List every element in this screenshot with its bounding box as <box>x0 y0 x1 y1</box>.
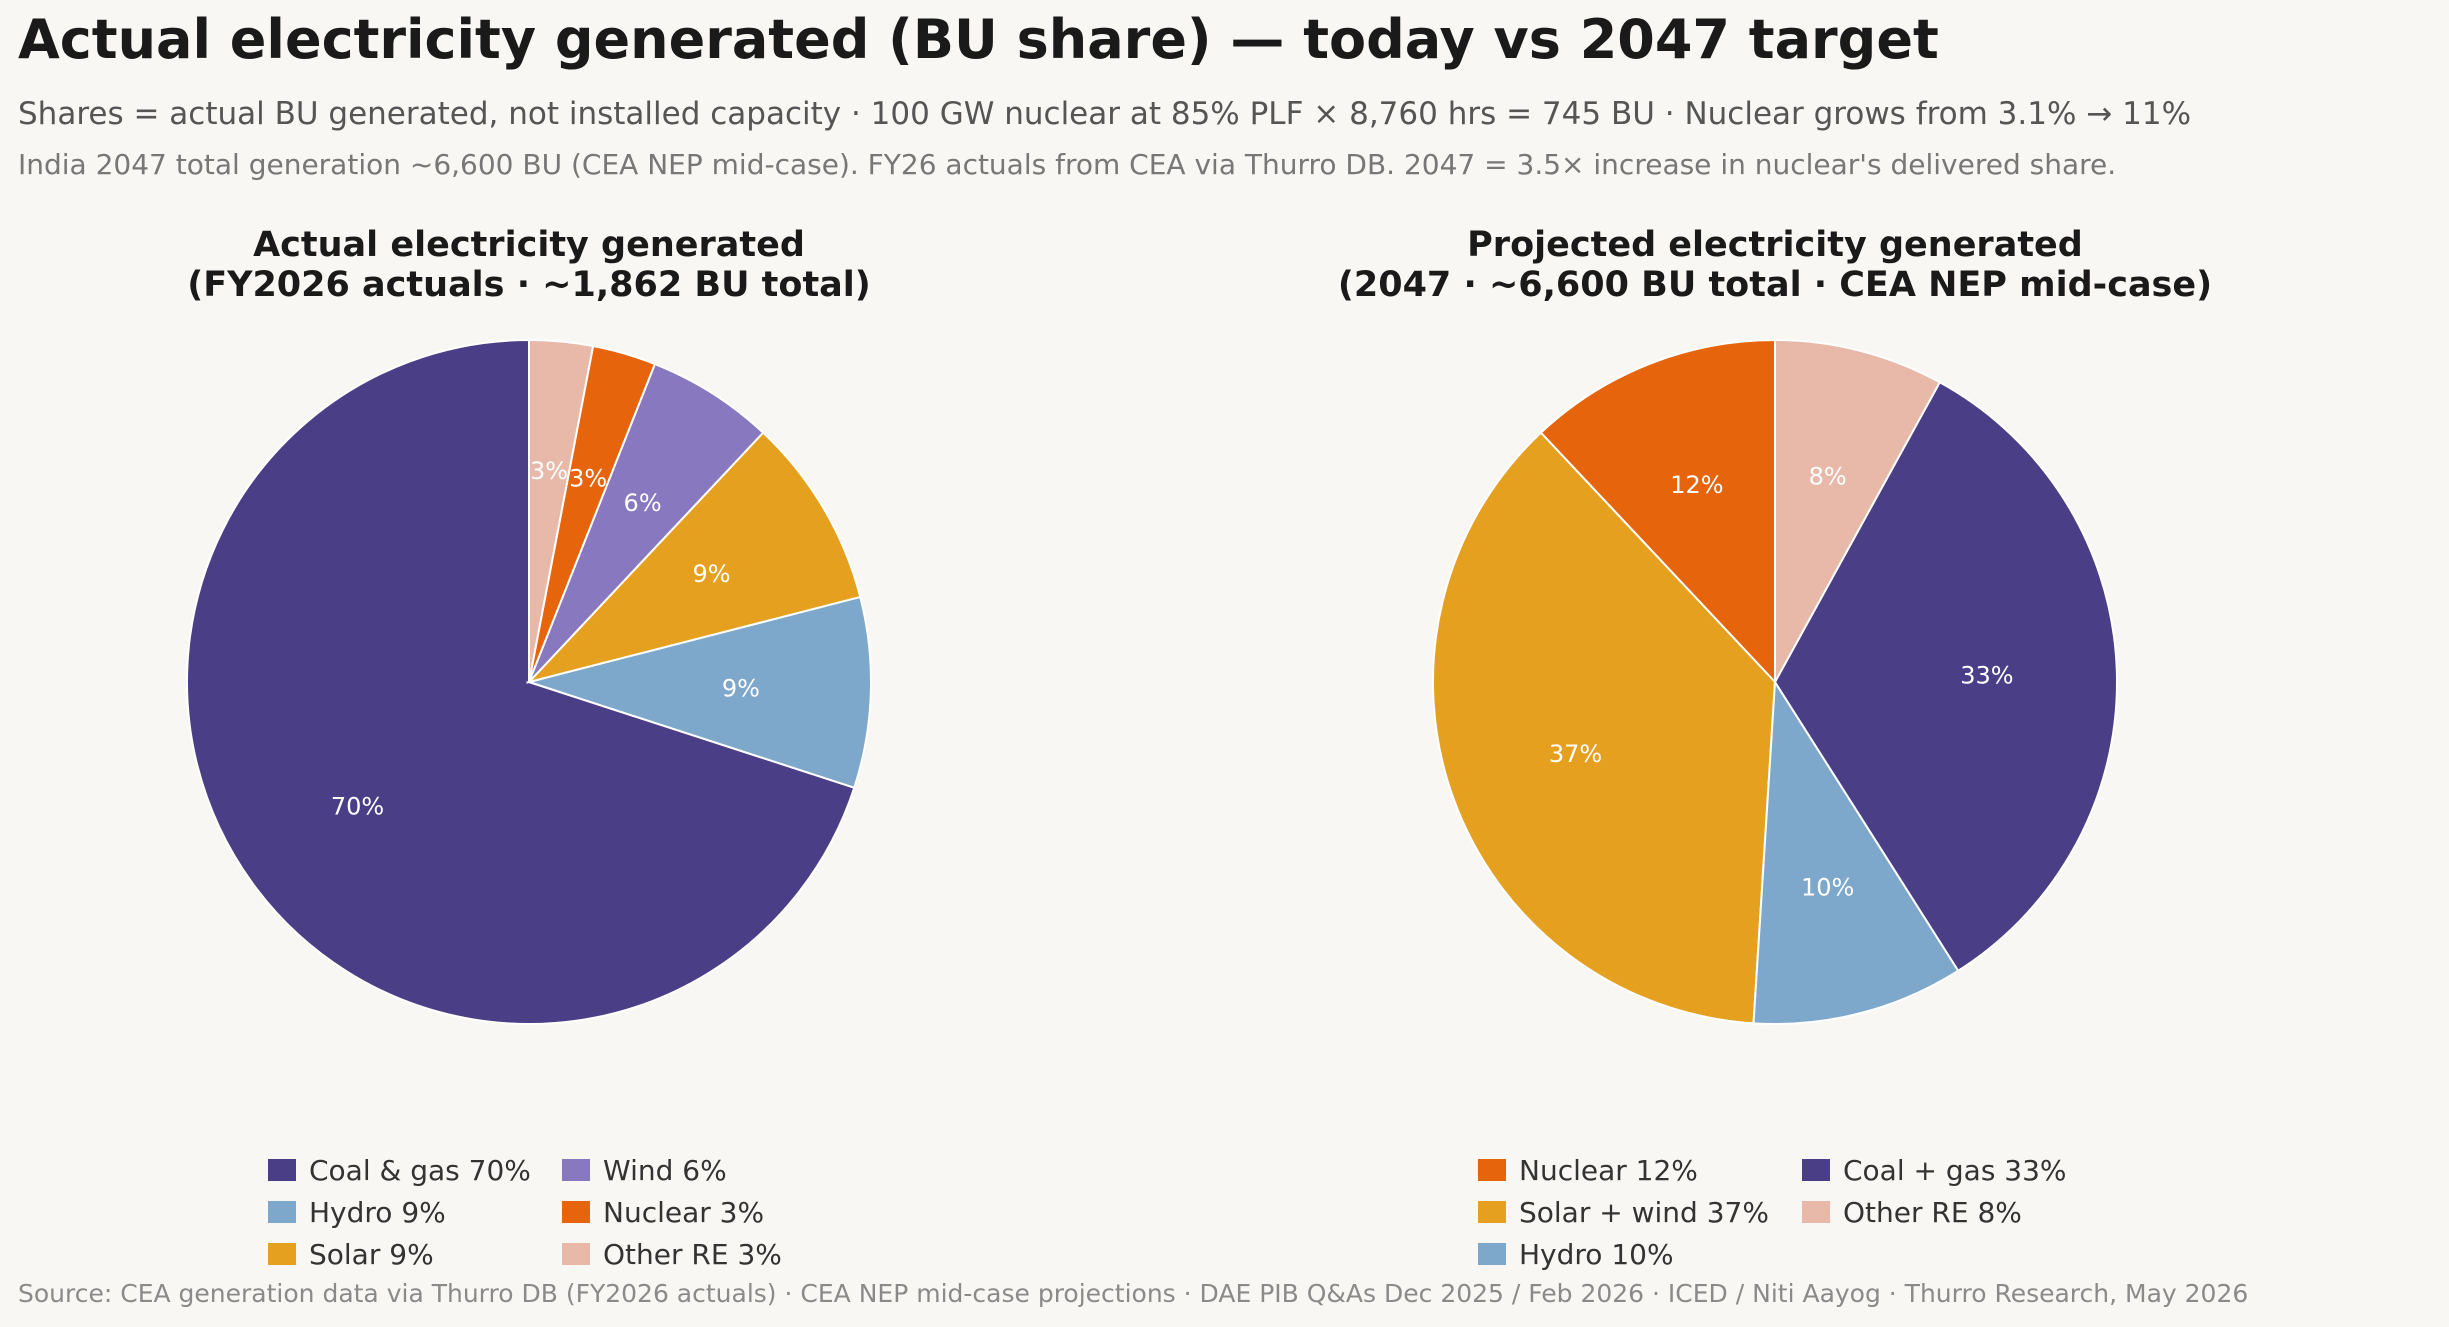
pie-label-hydro: 9% <box>722 675 760 703</box>
legend-swatch-nuclear <box>1478 1159 1506 1181</box>
pie-slice-other-re <box>528 338 595 683</box>
pie-label-coal-gas: 70% <box>331 793 384 821</box>
pie-label-other-re: 3% <box>530 457 568 485</box>
legend-swatch-solar-wind <box>1478 1201 1506 1223</box>
pie-label-wind: 6% <box>624 489 662 517</box>
legend-item-solar-wind: Solar + wind 37% <box>1519 1196 1769 1229</box>
chart-title-line: (2047 · ~6,600 BU total · CEA NEP mid-ca… <box>1338 265 2212 305</box>
source-note: Source: CEA generation data via Thurro D… <box>18 1279 2249 1308</box>
pie-slice-solar <box>525 431 862 684</box>
pie-slice-hydro <box>525 595 872 789</box>
pie-label-hydro: 10% <box>1801 873 1854 901</box>
pie-label-solar: 9% <box>692 560 730 588</box>
pie-label-solar-wind: 37% <box>1549 740 1602 768</box>
legend-swatch-wind <box>562 1159 590 1181</box>
pie-chart-2047: Projected electricity generated(2047 · ~… <box>1338 225 2212 1271</box>
pie-slice-other-re <box>1774 338 1942 683</box>
pie-slice-nuclear <box>1539 338 1776 685</box>
legend-item-coal-gas: Coal + gas 33% <box>1843 1154 2067 1187</box>
legend-item-coal-gas: Coal & gas 70% <box>309 1154 531 1187</box>
legend-swatch-hydro <box>268 1201 296 1223</box>
legend-swatch-other-re <box>562 1243 590 1265</box>
legend-swatch-other-re <box>1802 1201 1830 1223</box>
pie-slice-coal-gas <box>1773 380 2118 973</box>
legend-swatch-coal-gas <box>1802 1159 1830 1181</box>
legend-swatch-nuclear <box>562 1201 590 1223</box>
legend-item-hydro: Hydro 10% <box>1519 1238 1674 1271</box>
page-title: Actual electricity generated (BU share) … <box>18 8 1939 71</box>
pie-label-nuclear: 3% <box>569 464 607 492</box>
legend-swatch-coal-gas <box>268 1159 296 1181</box>
legend-item-wind: Wind 6% <box>603 1154 727 1187</box>
page-subtitle: Shares = actual BU generated, not instal… <box>18 96 2192 132</box>
legend-item-other-re: Other RE 8% <box>1843 1196 2022 1229</box>
pie-chart-fy2026: Actual electricity generated(FY2026 actu… <box>185 225 872 1271</box>
legend-item-nuclear: Nuclear 3% <box>603 1196 764 1229</box>
chart-title-line: Actual electricity generated <box>253 225 805 265</box>
pie-label-other-re: 8% <box>1809 463 1847 491</box>
pie-label-coal-gas: 33% <box>1960 661 2013 689</box>
legend-item-nuclear: Nuclear 12% <box>1519 1154 1698 1187</box>
pie-label-nuclear: 12% <box>1670 471 1723 499</box>
page-note: India 2047 total generation ~6,600 BU (C… <box>18 148 2117 181</box>
pie-slice-hydro <box>1752 678 1960 1025</box>
chart-title-line: Projected electricity generated <box>1467 225 2083 265</box>
chart-title-line: (FY2026 actuals · ~1,862 BU total) <box>187 265 871 305</box>
legend-swatch-solar <box>268 1243 296 1265</box>
legend-item-solar: Solar 9% <box>309 1238 434 1271</box>
legend-item-hydro: Hydro 9% <box>309 1196 446 1229</box>
pie-slice-coal-gas <box>185 338 856 1025</box>
legend-item-other-re: Other RE 3% <box>603 1238 782 1271</box>
pie-slice-wind <box>528 362 765 683</box>
legend-swatch-hydro <box>1478 1243 1506 1265</box>
pie-slice-solar-wind <box>1432 431 1777 1025</box>
